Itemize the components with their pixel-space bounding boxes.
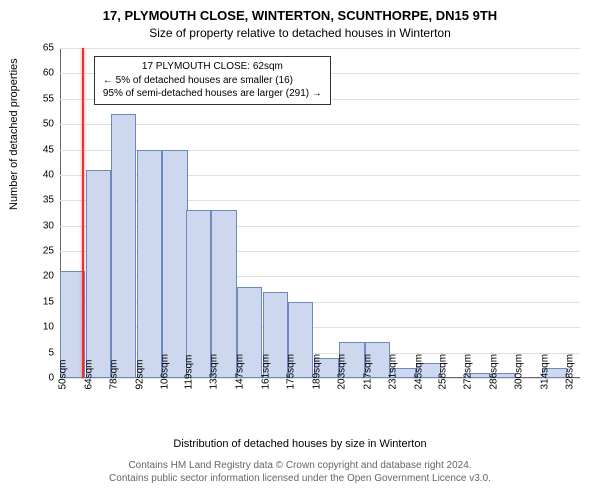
annotation-line: 17 PLYMOUTH CLOSE: 62sqm [103, 60, 322, 74]
x-tick-label: 147sqm [234, 354, 245, 390]
histogram-bar [162, 150, 187, 378]
x-tick-label: 245sqm [413, 354, 424, 390]
y-tick-label: 5 [48, 347, 54, 358]
chart-plot-area: 0510152025303540455055606550sqm64sqm78sq… [60, 48, 580, 378]
x-tick-label: 119sqm [183, 355, 194, 390]
x-tick-label: 300sqm [514, 354, 525, 390]
x-axis-label: Distribution of detached houses by size … [0, 438, 600, 450]
x-tick-label: 328sqm [565, 354, 576, 390]
x-tick-label: 189sqm [311, 354, 322, 390]
x-tick-label: 175sqm [286, 354, 297, 390]
gridline [60, 48, 580, 49]
y-tick-label: 0 [48, 373, 54, 384]
x-tick-label: 286sqm [488, 354, 499, 390]
y-tick-label: 60 [43, 68, 54, 79]
y-tick-label: 20 [43, 271, 54, 282]
reference-line [82, 48, 84, 378]
x-tick-label: 106sqm [160, 354, 171, 390]
annotation-line: ← 5% of detached houses are smaller (16) [103, 74, 322, 88]
y-tick-label: 65 [43, 43, 54, 54]
footer-line-2: Contains public sector information licen… [0, 473, 600, 486]
x-tick-label: 203sqm [337, 354, 348, 390]
y-tick-label: 35 [43, 195, 54, 206]
footer-attribution: Contains HM Land Registry data © Crown c… [0, 460, 600, 485]
x-tick-label: 78sqm [109, 359, 120, 389]
annotation-box: 17 PLYMOUTH CLOSE: 62sqm← 5% of detached… [94, 56, 331, 105]
y-tick-label: 10 [43, 322, 54, 333]
x-tick-label: 231sqm [388, 354, 399, 390]
gridline [60, 124, 580, 125]
y-tick-label: 50 [43, 119, 54, 130]
y-tick-label: 30 [43, 220, 54, 231]
y-tick-label: 45 [43, 144, 54, 155]
histogram-bar [137, 150, 162, 378]
page-title: 17, PLYMOUTH CLOSE, WINTERTON, SCUNTHORP… [0, 8, 600, 23]
x-tick-label: 64sqm [83, 359, 94, 389]
y-axis-label: Number of detached properties [8, 58, 20, 210]
x-tick-label: 133sqm [209, 354, 220, 390]
y-tick-label: 55 [43, 93, 54, 104]
x-tick-label: 314sqm [539, 354, 550, 390]
y-tick-label: 15 [43, 296, 54, 307]
x-tick-label: 92sqm [134, 359, 145, 389]
histogram-bar [186, 210, 211, 378]
histogram-bar [86, 170, 111, 378]
x-tick-label: 272sqm [463, 354, 474, 390]
y-tick-label: 40 [43, 169, 54, 180]
histogram-bar [111, 114, 136, 378]
footer-line-1: Contains HM Land Registry data © Crown c… [0, 460, 600, 473]
page-subtitle: Size of property relative to detached ho… [0, 26, 600, 40]
x-tick-label: 161sqm [260, 354, 271, 390]
x-tick-label: 258sqm [437, 354, 448, 390]
x-tick-label: 217sqm [362, 354, 373, 390]
x-tick-label: 50sqm [58, 359, 69, 389]
histogram-bar [211, 210, 236, 378]
annotation-line: 95% of semi-detached houses are larger (… [103, 87, 322, 101]
y-tick-label: 25 [43, 246, 54, 257]
